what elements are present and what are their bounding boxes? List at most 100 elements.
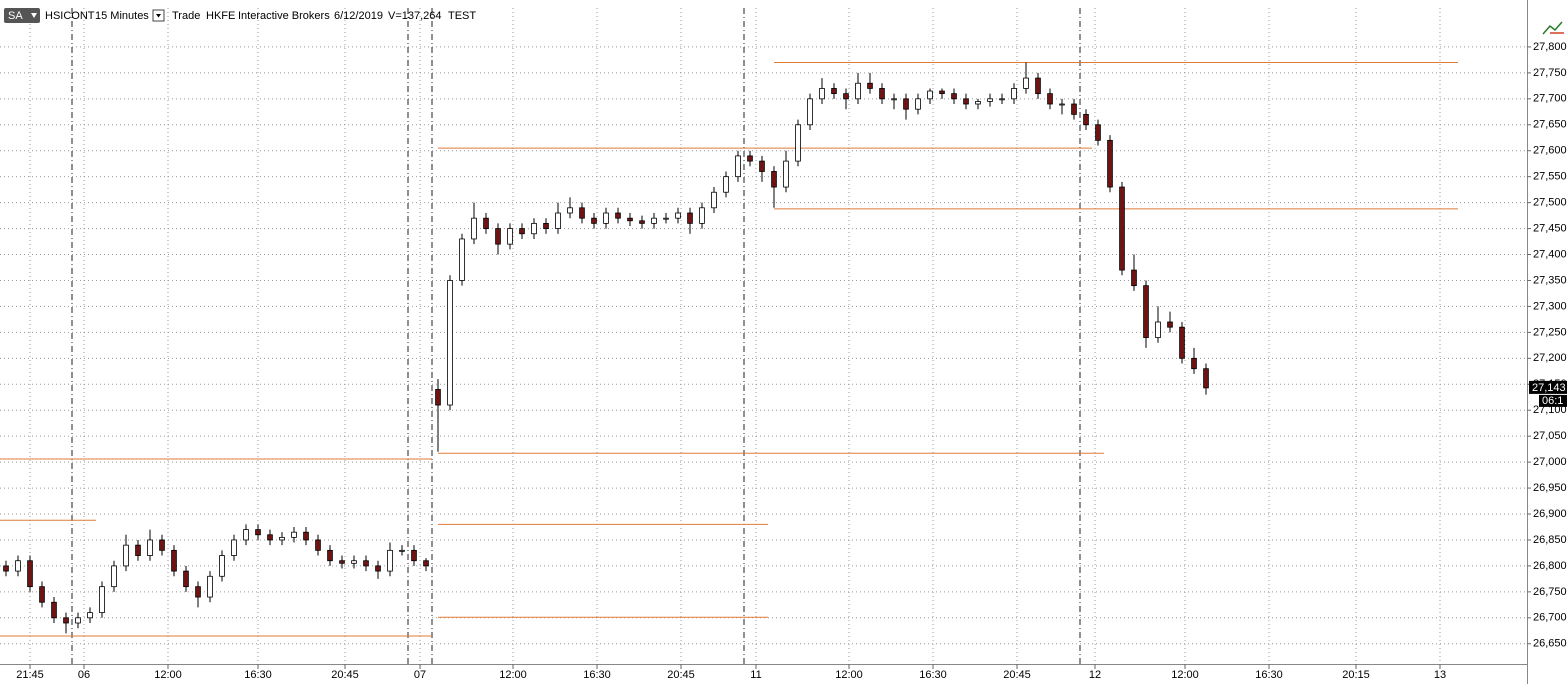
x-tick-label: 20:15 xyxy=(1342,669,1370,681)
x-tick-label: 16:30 xyxy=(919,669,947,681)
y-tick-label: 27,600 xyxy=(1533,145,1567,157)
y-tick-label: 27,450 xyxy=(1533,222,1567,234)
candle-body xyxy=(39,586,45,603)
candle-body xyxy=(63,617,69,624)
candle-body xyxy=(1035,77,1041,95)
candle-body xyxy=(855,82,861,100)
candle-body xyxy=(195,586,201,598)
candle-body xyxy=(951,93,957,100)
y-tick-label: 27,050 xyxy=(1533,430,1567,442)
candle-body xyxy=(663,217,669,220)
y-tick-label: 26,950 xyxy=(1533,482,1567,494)
mode: TEST xyxy=(448,10,476,22)
symbol: HSICONT xyxy=(45,10,95,22)
candle-body xyxy=(339,560,345,564)
candle-body xyxy=(111,565,117,588)
candle-body xyxy=(363,560,369,567)
candle-body xyxy=(291,531,297,538)
y-tick-label: 27,700 xyxy=(1533,93,1567,105)
candle-body xyxy=(135,544,141,556)
candle-body xyxy=(1131,269,1137,287)
candle-body xyxy=(1083,113,1089,126)
countdown-box xyxy=(1539,394,1567,407)
candle-body xyxy=(75,617,81,624)
candle-body xyxy=(219,555,225,577)
candle-body xyxy=(267,534,273,541)
candle-body xyxy=(759,160,765,172)
candle-body xyxy=(123,544,129,567)
candle-body xyxy=(603,212,609,224)
y-tick-label: 27,250 xyxy=(1533,326,1567,338)
countdown-label: 06:1 xyxy=(1542,395,1563,407)
last-price-box xyxy=(1529,380,1567,394)
candle-body xyxy=(1059,103,1065,106)
y-tick-label: 26,850 xyxy=(1533,534,1567,546)
y-tick-label: 27,000 xyxy=(1533,456,1567,468)
candle-body xyxy=(699,207,705,224)
candle-body xyxy=(435,389,441,406)
candle-body xyxy=(1203,368,1209,389)
candle-body xyxy=(1143,285,1149,338)
candle-body xyxy=(1095,124,1101,141)
candle-body xyxy=(651,217,657,224)
candle-body xyxy=(495,228,501,245)
candle-body xyxy=(675,212,681,219)
candle-body xyxy=(1167,321,1173,328)
candle-body xyxy=(579,207,585,219)
candle-body xyxy=(471,217,477,240)
candle-body xyxy=(939,90,945,95)
x-tick-label: 20:45 xyxy=(1003,669,1031,681)
candle-body xyxy=(831,88,837,95)
candle-body xyxy=(975,101,981,105)
candle-body xyxy=(819,88,825,100)
y-tick-label: 27,400 xyxy=(1533,248,1567,260)
candle-body xyxy=(327,549,333,562)
candle-body xyxy=(411,549,417,562)
candle-body xyxy=(27,560,33,588)
candle-body xyxy=(147,539,153,556)
candle-body xyxy=(1107,139,1113,188)
candle-body xyxy=(639,220,645,224)
candle-body xyxy=(519,228,525,235)
date: 6/12/2019 xyxy=(334,10,383,22)
candle-body xyxy=(963,98,969,105)
candle-body xyxy=(447,280,453,406)
candle-body xyxy=(555,212,561,229)
candle-body xyxy=(243,529,249,541)
candle-body xyxy=(51,601,57,619)
x-tick-label: 12:00 xyxy=(1171,669,1199,681)
candle-body xyxy=(531,222,537,235)
candle-body xyxy=(87,612,93,619)
candle-body xyxy=(459,238,465,281)
candle-body xyxy=(879,88,885,100)
y-tick-label: 27,500 xyxy=(1533,197,1567,209)
candle-body xyxy=(303,531,309,541)
candle-body xyxy=(723,176,729,193)
chart-icon[interactable] xyxy=(1542,21,1564,35)
candle-body xyxy=(903,98,909,110)
candle-body xyxy=(231,539,237,556)
symbol-button[interactable] xyxy=(4,8,40,23)
candle-body xyxy=(399,549,405,552)
plot-area xyxy=(0,8,1527,664)
x-tick-label: 06 xyxy=(78,669,90,681)
y-tick-label: 27,100 xyxy=(1533,404,1567,416)
candle-body xyxy=(387,549,393,572)
x-tick-label: 12 xyxy=(1089,669,1101,681)
dropdown-arrow xyxy=(156,14,161,18)
candle-body xyxy=(807,98,813,126)
y-tick-label: 26,900 xyxy=(1533,508,1567,520)
candle-body xyxy=(183,570,189,588)
header: SA HSICONT 15 Minutes Trade HKFE Interac… xyxy=(4,8,476,23)
icon-line xyxy=(1542,21,1563,35)
candle-body xyxy=(1023,77,1029,89)
candle-body xyxy=(771,171,777,188)
candle-body xyxy=(795,124,801,162)
y-tick-label: 27,350 xyxy=(1533,274,1567,286)
candle-body xyxy=(867,82,873,89)
x-tick-label: 21:45 xyxy=(16,669,44,681)
candle-body xyxy=(747,155,753,162)
candle-body xyxy=(315,539,321,551)
